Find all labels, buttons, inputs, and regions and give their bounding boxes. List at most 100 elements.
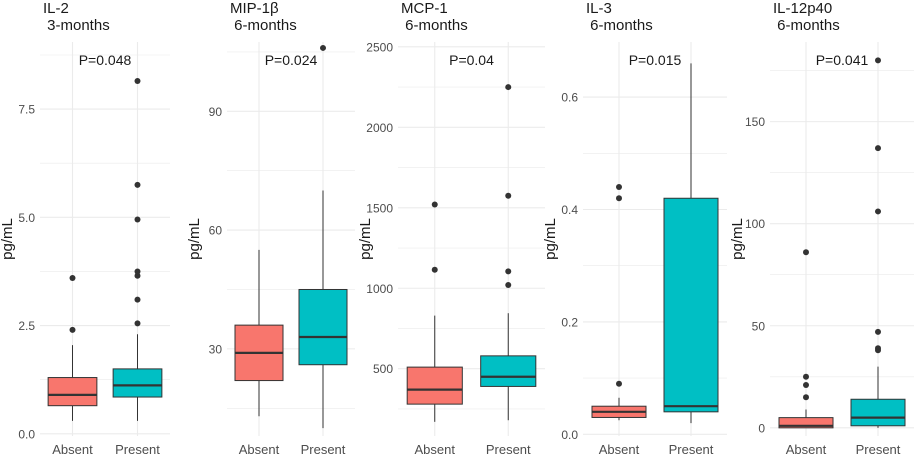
y-tick-label: 500 [373, 362, 393, 376]
iqr-box [47, 377, 98, 407]
y-tick-label: 0 [758, 421, 765, 435]
panel-title: IL-3 [586, 0, 612, 17]
box-absent [406, 201, 463, 422]
outlier-point [616, 380, 622, 387]
y-tick-label: 0.0 [18, 427, 35, 441]
x-tick-label-absent: Absent [415, 442, 456, 456]
p-value-label: P=0.04 [449, 52, 494, 68]
outlier-point [505, 192, 512, 199]
panel-title: IL-12p40 [773, 0, 832, 17]
y-axis-label: pg/mL [542, 218, 559, 260]
outlier-point [803, 249, 809, 256]
box-present [298, 44, 348, 429]
outlier-point [875, 328, 881, 335]
panel-title: MCP-1 [401, 0, 448, 17]
p-value-label: P=0.015 [629, 52, 682, 68]
iqr-box [406, 366, 463, 405]
outlier-point [616, 184, 622, 191]
outlier-point [431, 266, 438, 273]
y-tick-label: 150 [745, 115, 765, 129]
y-tick-label: 90 [209, 105, 223, 119]
outlier-point [134, 268, 141, 275]
y-tick-label: 0.2 [561, 315, 578, 329]
y-tick-label: 30 [209, 342, 223, 356]
y-axis-label: pg/mL [0, 218, 16, 260]
box-absent [234, 249, 284, 417]
y-tick-label: 0.4 [561, 203, 578, 217]
y-tick-label: 60 [209, 224, 223, 238]
box-present [663, 63, 719, 424]
y-tick-label: 2500 [366, 40, 393, 54]
y-axis-label: pg/mL [357, 218, 374, 260]
outlier-point [875, 345, 881, 352]
outlier-point [875, 208, 881, 215]
outlier-point [875, 145, 881, 152]
y-tick-label: 50 [752, 319, 766, 333]
outlier-point [69, 274, 76, 281]
box-absent [47, 274, 98, 421]
p-value-label: P=0.048 [79, 52, 132, 68]
y-axis-label: pg/mL [186, 218, 203, 260]
outlier-point [505, 282, 512, 289]
outlier-point [134, 296, 141, 303]
panel-title: MIP-1β [230, 0, 279, 17]
box-absent [591, 184, 647, 421]
y-tick-label: 0.6 [561, 91, 578, 105]
y-tick-label: 1500 [366, 201, 393, 215]
y-tick-label: 1000 [366, 282, 393, 296]
x-tick-label-absent: Absent [786, 442, 827, 456]
panel-subtitle: 6-months [586, 17, 653, 34]
iqr-box [112, 368, 163, 398]
x-tick-label-absent: Absent [239, 442, 280, 456]
y-tick-label: 5.0 [18, 211, 35, 225]
panel-subtitle: 6-months [401, 17, 468, 34]
y-tick-label: 100 [745, 217, 765, 231]
box-present [850, 57, 906, 428]
box-present [112, 77, 163, 421]
outlier-point [803, 373, 809, 380]
x-tick-label-present: Present [486, 442, 531, 456]
y-tick-label: 2000 [366, 121, 393, 135]
y-tick-label: 2.5 [18, 319, 35, 333]
outlier-point [505, 268, 512, 275]
outlier-point [69, 326, 76, 333]
iqr-box [663, 197, 719, 413]
box-present [480, 84, 537, 421]
panel-mip-1: MIP-1β 6-months P=0.024 30 60 90 pg/mL Absent P… [186, 0, 355, 457]
outlier-point [875, 57, 881, 64]
x-tick-label-present: Present [301, 442, 346, 456]
outlier-point [431, 201, 438, 208]
p-value-label: P=0.024 [265, 52, 318, 68]
outlier-point [134, 320, 141, 327]
panel-subtitle: 6-months [773, 17, 840, 34]
iqr-box [850, 398, 906, 427]
x-tick-label-present: Present [115, 442, 160, 456]
panel-il-3: IL-3 6-months P=0.015 0.0 0.2 0.4 0.6 pg/mL Abs… [542, 0, 727, 457]
panel-title: IL-2 [43, 0, 69, 17]
iqr-box [480, 355, 537, 387]
outlier-point [803, 381, 809, 388]
outlier-point [803, 394, 809, 401]
x-tick-label-present: Present [669, 442, 714, 456]
x-tick-label-absent: Absent [52, 442, 93, 456]
x-tick-label-absent: Absent [599, 442, 640, 456]
iqr-box [298, 288, 348, 366]
box-absent [778, 249, 834, 429]
iqr-box [778, 417, 834, 429]
outlier-point [134, 272, 141, 279]
panel-subtitle: 6-months [230, 17, 297, 34]
outlier-point [616, 195, 622, 202]
p-value-label: P=0.041 [816, 52, 869, 68]
panel-mcp-1: MCP-1 6-months P=0.04 500 1000 1500 2000 2500 p… [357, 0, 545, 457]
panel-il-12p40: IL-12p40 6-months P=0.041 0 50 100 150 pg/mL Ab… [729, 0, 914, 457]
outlier-point [134, 77, 141, 84]
outlier-point [134, 181, 141, 188]
y-tick-label: 0.0 [561, 428, 578, 442]
panel-il-2: IL-2 3-months P=0.048 0.0 2.5 5.0 7.5 pg/mL Abs… [0, 0, 170, 457]
outlier-point [505, 84, 512, 91]
panel-subtitle: 3-months [43, 17, 110, 34]
outlier-point [134, 216, 141, 223]
y-tick-label: 7.5 [18, 103, 35, 117]
